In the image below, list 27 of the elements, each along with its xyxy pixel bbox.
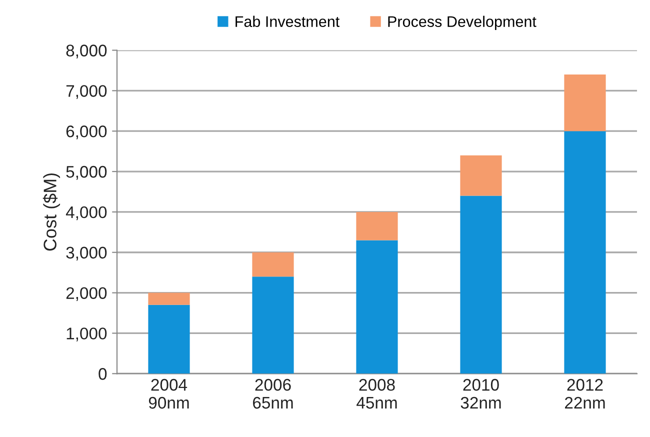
- x-tick-label: 2012 22nm: [564, 378, 605, 409]
- bar: [564, 131, 606, 374]
- y-tick-label: 2,000: [66, 287, 107, 301]
- bar: [252, 276, 294, 374]
- x-tick-label: 2004 90nm: [148, 378, 189, 409]
- y-tick-label: 3,000: [66, 246, 107, 261]
- y-tick-label: 7,000: [66, 85, 107, 99]
- bar: [148, 304, 190, 374]
- x-tick-label: 2008 45nm: [356, 378, 397, 409]
- bar: [460, 196, 502, 374]
- bar: [460, 155, 502, 196]
- legend-label: Process Development: [388, 16, 536, 30]
- bar: [356, 212, 398, 240]
- y-tick-label: 1,000: [66, 328, 107, 342]
- x-tick-label: 2006 65nm: [253, 378, 293, 409]
- y-tick-label: 6,000: [66, 126, 107, 140]
- y-axis-title: Cost ($M): [42, 173, 60, 251]
- x-tick-label: 2010 32nm: [460, 378, 501, 409]
- y-tick-label: 4,000: [66, 206, 107, 220]
- y-tick-label: 5,000: [66, 166, 107, 180]
- y-tick-label: 8,000: [66, 44, 107, 58]
- legend-label: Fab Investment: [236, 16, 340, 28]
- bar: [356, 240, 398, 374]
- bar: [252, 252, 294, 277]
- bar: [148, 292, 190, 305]
- bar: [564, 74, 606, 132]
- y-tick-label: 0: [98, 368, 107, 380]
